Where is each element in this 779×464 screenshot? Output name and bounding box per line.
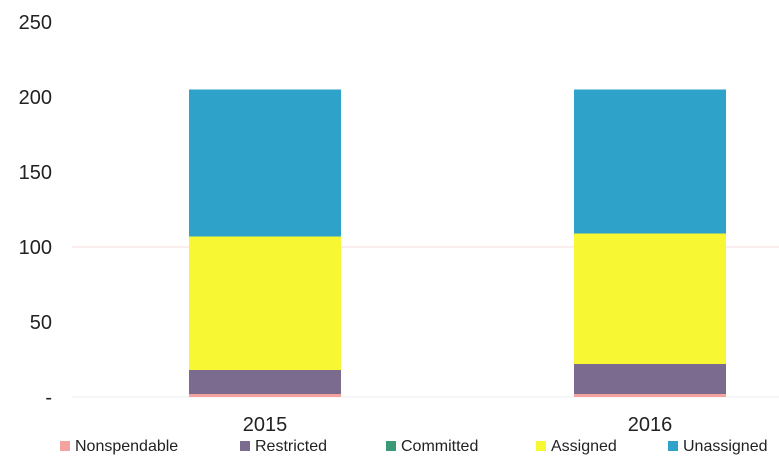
bar-segment-restricted-2015: [189, 370, 341, 394]
x-tick-label: 2015: [243, 414, 288, 436]
legend-item-committed: Committed: [386, 438, 478, 455]
x-tick-label: 2016: [628, 414, 673, 436]
bar-segment-unassigned-2015: [189, 89, 341, 237]
legend: Nonspendable Restricted Committed Assigned U…: [60, 438, 768, 455]
legend-swatch: [536, 441, 546, 451]
legend-swatch: [386, 441, 396, 451]
bar-segment-assigned-2015: [189, 236, 341, 370]
legend-label: Nonspendable: [75, 438, 178, 455]
bars: [189, 89, 726, 397]
legend-label: Restricted: [255, 438, 327, 455]
legend-item-assigned: Assigned: [536, 438, 617, 455]
y-tick-label: 200: [19, 87, 52, 109]
bar-segment-restricted-2016: [574, 364, 726, 394]
y-tick-label: -: [45, 387, 52, 409]
x-axis-ticks: 2015 2016: [243, 414, 673, 436]
legend-label: Assigned: [551, 438, 617, 455]
bar-segment-assigned-2016: [574, 233, 726, 364]
bar-segment-nonspendable-2016: [574, 394, 726, 397]
legend-item-unassigned: Unassigned: [668, 438, 768, 455]
legend-swatch: [240, 441, 250, 451]
y-tick-label: 100: [19, 237, 52, 259]
legend-label: Committed: [401, 438, 478, 455]
y-tick-label: 50: [30, 312, 52, 334]
bar-segment-unassigned-2016: [574, 89, 726, 234]
bar-segment-nonspendable-2015: [189, 394, 341, 397]
y-tick-label: 150: [19, 162, 52, 184]
legend-item-nonspendable: Nonspendable: [60, 438, 178, 455]
legend-swatch: [60, 441, 70, 451]
legend-label: Unassigned: [683, 438, 768, 455]
y-axis-ticks: - 50 100 150 200 250: [19, 12, 52, 409]
y-tick-label: 250: [19, 12, 52, 34]
legend-swatch: [668, 441, 678, 451]
legend-item-restricted: Restricted: [240, 438, 327, 455]
